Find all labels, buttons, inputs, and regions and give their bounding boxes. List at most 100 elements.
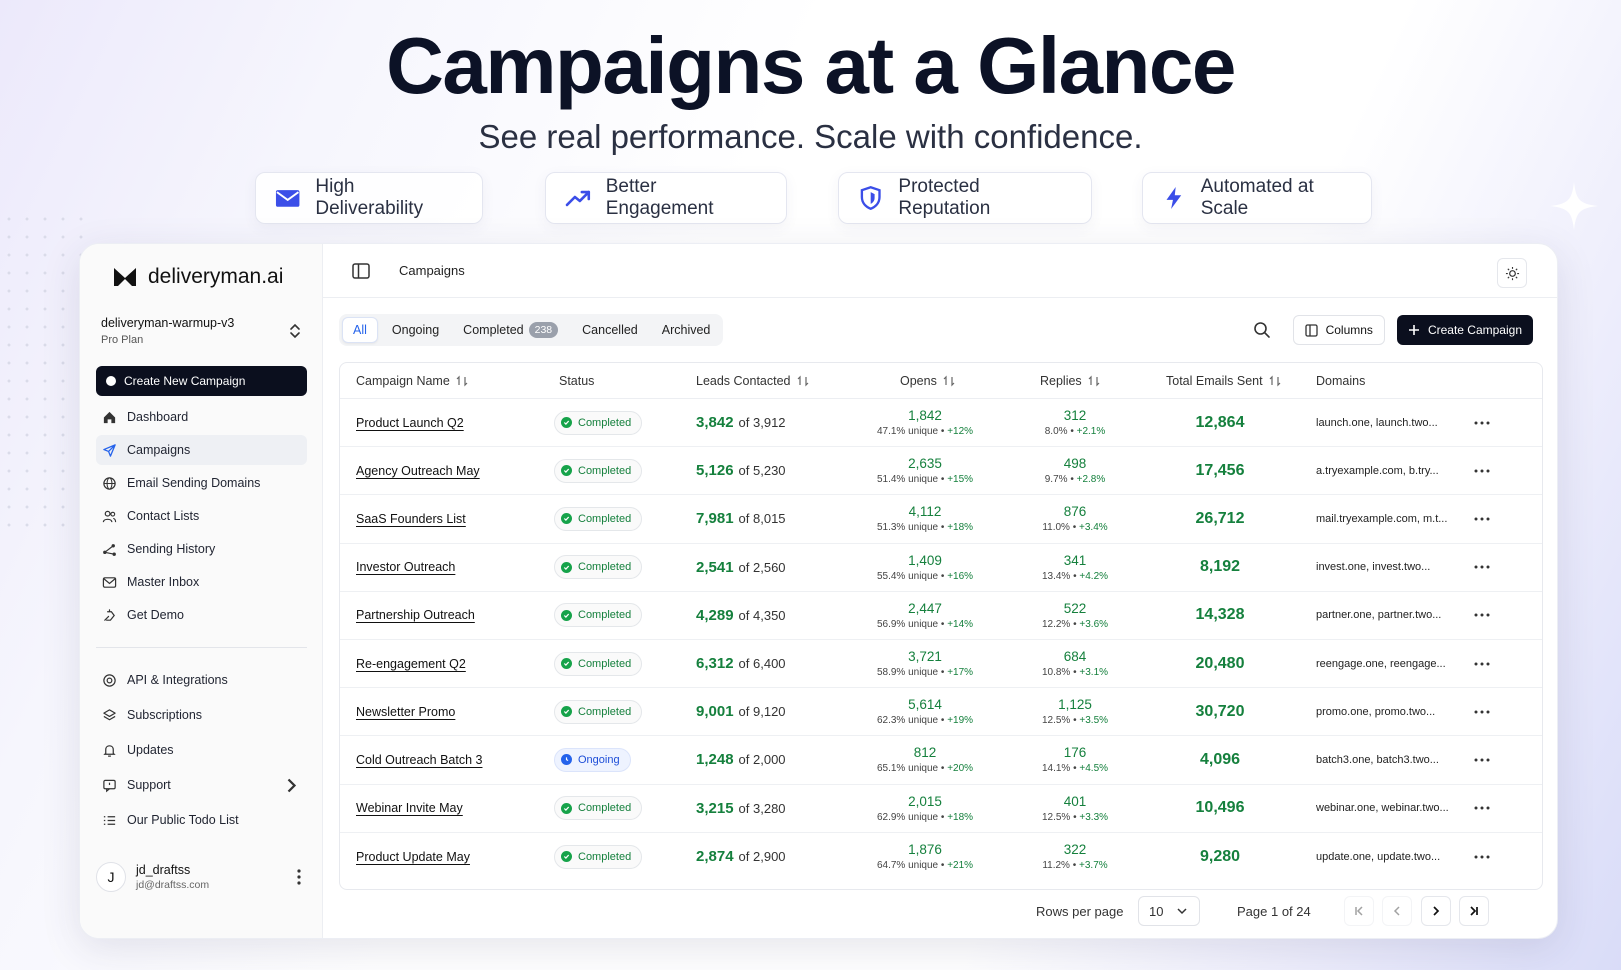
sidebar-toggle-icon[interactable]	[351, 261, 371, 281]
campaign-name-link[interactable]: Partnership Outreach	[356, 608, 475, 623]
tab-label: Completed	[463, 323, 524, 337]
table-header: Campaign Name Status Leads Contacted Ope…	[340, 363, 1542, 399]
row-actions-button[interactable]	[1472, 833, 1492, 881]
sidebar-item-master-inbox[interactable]: Master Inbox	[96, 567, 307, 597]
row-actions-button[interactable]	[1472, 399, 1492, 446]
opens-delta: +18%	[947, 522, 974, 534]
sidebar-nav: Dashboard Campaigns Email Sending Domain…	[96, 402, 307, 633]
campaign-name-link[interactable]: Product Update May	[356, 849, 470, 864]
replies-rate: 10.8% •	[1041, 667, 1077, 679]
leads-value: 5,126	[696, 462, 734, 480]
feature-high-deliverability: High Deliverability	[255, 172, 483, 224]
first-page-button[interactable]	[1344, 896, 1374, 926]
sidebar-item-support[interactable]: Support	[96, 769, 307, 801]
table-row[interactable]: SaaS Founders List Completed 7,981 of 8,015…	[340, 495, 1542, 544]
sidebar-item-label: Our Public Todo List	[127, 813, 239, 827]
tab-archived[interactable]: Archived	[652, 318, 721, 342]
status-badge: Completed	[554, 796, 643, 821]
replies-cell: 876 11.0% • +3.4%	[1020, 495, 1130, 542]
sidebar-item-public-todo-list[interactable]: Our Public Todo List	[96, 804, 307, 836]
row-actions-button[interactable]	[1472, 736, 1492, 783]
header-label: Status	[559, 374, 595, 388]
campaign-name-link[interactable]: Agency Outreach May	[356, 463, 480, 478]
table-row[interactable]: Re-engagement Q2 Completed 6,312 of 6,400 3,…	[340, 640, 1542, 689]
replies-detail: 10.8% • +3.1%	[1042, 667, 1108, 678]
table-row[interactable]: Webinar Invite May Completed 3,215 of 3,280…	[340, 785, 1542, 833]
share-icon	[103, 543, 116, 556]
campaign-name-link[interactable]: Webinar Invite May	[356, 801, 463, 816]
sidebar-item-get-demo[interactable]: Get Demo	[96, 600, 307, 630]
feature-protected-reputation: Protected Reputation	[838, 172, 1092, 224]
tab-completed[interactable]: Completed 238	[453, 317, 568, 343]
table-row[interactable]: Investor Outreach Completed 2,541 of 2,560 1…	[340, 544, 1542, 592]
feature-label: Protected Reputation	[898, 176, 991, 219]
opens-unique-rate: 55.4% unique •	[876, 570, 945, 582]
sidebar-item-contact-lists[interactable]: Contact Lists	[96, 501, 307, 531]
row-actions-button[interactable]	[1472, 495, 1492, 542]
opens-value: 5,614	[908, 697, 942, 713]
domains-list: reengage.one, reengage...	[1316, 657, 1446, 670]
plus-circle-icon	[106, 376, 116, 386]
sidebar-item-dashboard[interactable]: Dashboard	[96, 402, 307, 432]
columns-button[interactable]: Columns	[1292, 315, 1385, 345]
sidebar-item-email-sending-domains[interactable]: Email Sending Domains	[96, 468, 307, 498]
sidebar-item-campaigns[interactable]: Campaigns	[96, 435, 307, 465]
status-badge: Completed	[554, 458, 643, 483]
brand[interactable]: deliveryman.ai	[112, 264, 283, 290]
replies-detail: 14.1% • +4.5%	[1042, 763, 1108, 774]
table-row[interactable]: Cold Outreach Batch 3 Ongoing 1,248 of 2,00…	[340, 736, 1542, 785]
column-header-campaign-name[interactable]: Campaign Name	[356, 363, 468, 399]
campaign-name-link[interactable]: Product Launch Q2	[356, 415, 464, 430]
tab-ongoing[interactable]: Ongoing	[382, 318, 449, 342]
more-horizontal-icon	[1474, 613, 1490, 617]
workspace-switcher[interactable]: deliveryman-warmup-v3 Pro Plan	[101, 316, 306, 346]
more-vertical-icon[interactable]	[297, 869, 301, 885]
table-row[interactable]: Partnership Outreach Completed 4,289 of 4,3…	[340, 592, 1542, 640]
sidebar-divider	[96, 647, 307, 648]
tab-cancelled[interactable]: Cancelled	[572, 318, 648, 342]
row-actions-button[interactable]	[1472, 640, 1492, 687]
create-new-campaign-button[interactable]: Create New Campaign	[96, 366, 307, 396]
replies-value: 876	[1063, 504, 1087, 520]
campaign-name-link[interactable]: Re-engagement Q2	[356, 656, 466, 671]
column-header-replies[interactable]: Replies	[1040, 363, 1100, 399]
next-page-button[interactable]	[1421, 896, 1451, 926]
table-row[interactable]: Product Update May Completed 2,874 of 2,900…	[340, 833, 1542, 881]
row-actions-button[interactable]	[1472, 592, 1492, 639]
last-page-button[interactable]	[1459, 896, 1489, 926]
campaign-name-link[interactable]: SaaS Founders List	[356, 511, 466, 526]
replies-cell: 322 11.2% • +3.7%	[1020, 833, 1130, 881]
table-row[interactable]: Agency Outreach May Completed 5,126 of 5,23…	[340, 447, 1542, 496]
sidebar-item-updates[interactable]: Updates	[96, 734, 307, 766]
replies-value: 312	[1063, 408, 1087, 424]
status-label: Completed	[578, 850, 632, 863]
campaign-name-link[interactable]: Investor Outreach	[356, 560, 456, 575]
status-badge: Completed	[554, 699, 643, 724]
sidebar-item-subscriptions[interactable]: Subscriptions	[96, 699, 307, 731]
replies-rate: 11.0% •	[1042, 522, 1077, 534]
row-actions-button[interactable]	[1472, 688, 1492, 735]
replies-detail: 12.2% • +3.6%	[1042, 619, 1108, 630]
column-header-opens[interactable]: Opens	[900, 363, 955, 399]
search-icon[interactable]	[1253, 321, 1271, 339]
rows-per-page-select[interactable]: 10	[1138, 896, 1200, 926]
previous-page-button[interactable]	[1382, 896, 1412, 926]
row-actions-button[interactable]	[1472, 447, 1492, 494]
row-actions-button[interactable]	[1472, 544, 1492, 591]
theme-toggle-button[interactable]	[1497, 258, 1527, 288]
table-row[interactable]: Product Launch Q2 Completed 3,842 of 3,912 1…	[340, 399, 1542, 448]
create-campaign-button[interactable]: Create Campaign	[1396, 315, 1533, 345]
sidebar-item-sending-history[interactable]: Sending History	[96, 534, 307, 564]
opens-value: 4,112	[908, 504, 942, 520]
user-menu[interactable]: J jd_draftss jd@draftss.com	[96, 857, 307, 897]
column-header-total-emails-sent[interactable]: Total Emails Sent	[1166, 363, 1281, 399]
campaign-name-link[interactable]: Cold Outreach Batch 3	[356, 752, 483, 767]
column-header-leads-contacted[interactable]: Leads Contacted	[696, 363, 809, 399]
table-row[interactable]: Newsletter Promo Completed 9,001 of 9,120 5,…	[340, 688, 1542, 737]
row-actions-button[interactable]	[1472, 785, 1492, 832]
status-cell: Completed	[554, 447, 643, 494]
opens-detail: 65.1% unique • +20%	[877, 763, 973, 774]
tab-all[interactable]: All	[342, 317, 378, 343]
campaign-name-link[interactable]: Newsletter Promo	[356, 704, 456, 719]
sidebar-item-api-integrations[interactable]: API & Integrations	[96, 664, 307, 696]
